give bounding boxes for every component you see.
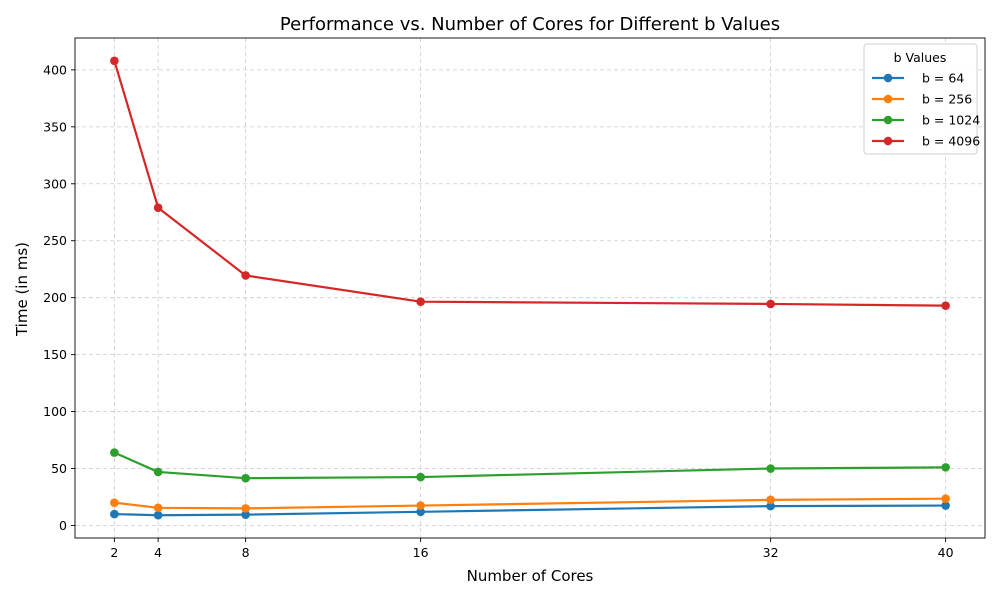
data-point	[766, 501, 775, 511]
legend-items: b = 64 b = 256 b = 1024 b = 4096	[872, 71, 980, 149]
data-point	[416, 507, 425, 517]
series-line	[113, 451, 946, 480]
y-tick-label: 250	[43, 233, 67, 248]
x-tick-label: 4	[154, 545, 162, 560]
legend-label: b = 64	[922, 71, 964, 86]
series-b-64	[110, 501, 950, 520]
x-tick-label: 8	[242, 545, 250, 560]
data-point	[766, 299, 775, 309]
data-point	[110, 448, 119, 457]
legend-item: b = 4096	[872, 134, 980, 149]
legend: b Values b = 64 b = 256 b = 1024 b = 4096	[863, 43, 980, 155]
data-point	[941, 463, 950, 472]
data-point	[241, 510, 250, 519]
data-point	[416, 472, 425, 482]
x-tick-label: 2	[110, 545, 118, 560]
data-point	[416, 297, 425, 306]
legend-box	[863, 43, 978, 155]
plot-frame	[74, 37, 986, 539]
y-tick-label: 400	[43, 62, 67, 77]
series-layer	[110, 56, 950, 520]
data-point	[153, 467, 163, 477]
data-point	[766, 495, 775, 505]
x-axis: 2 4 8 16 32 40	[110, 538, 954, 560]
data-point	[153, 510, 163, 520]
legend-marker	[883, 115, 893, 125]
legend-marker	[883, 73, 893, 83]
data-point	[416, 501, 425, 510]
y-axis-label: Time (in ms)	[13, 242, 31, 337]
y-tick-label: 150	[43, 347, 67, 362]
legend-item: b = 256	[872, 92, 972, 107]
data-point	[110, 56, 119, 66]
data-point	[153, 503, 163, 513]
grid	[75, 38, 985, 538]
y-tick-label: 50	[51, 461, 67, 476]
y-axis: 0 50 100 150 200 250 300 350 400	[43, 62, 75, 533]
series-b-1024	[110, 448, 950, 483]
series-line	[113, 60, 946, 307]
data-point	[110, 509, 119, 519]
x-axis-label: Number of Cores	[467, 567, 594, 585]
x-tick-label: 16	[413, 545, 429, 560]
data-point	[241, 473, 250, 483]
data-point	[941, 494, 950, 504]
data-point	[941, 501, 950, 510]
data-point	[241, 504, 250, 513]
data-point	[153, 203, 163, 213]
data-point	[110, 498, 119, 507]
y-tick-label: 350	[43, 119, 67, 134]
series-line	[114, 497, 946, 510]
data-point	[241, 271, 250, 280]
legend-marker	[883, 94, 893, 104]
y-tick-label: 300	[43, 176, 67, 191]
legend-item: b = 64	[872, 71, 964, 86]
legend-marker	[883, 136, 893, 146]
x-tick-label: 32	[763, 545, 779, 560]
legend-label: b = 4096	[922, 134, 980, 149]
chart-title: Performance vs. Number of Cores for Diff…	[280, 14, 780, 35]
series-line	[114, 504, 946, 517]
legend-title: b Values	[894, 50, 947, 65]
data-point	[941, 301, 950, 310]
legend-label: b = 256	[922, 92, 972, 107]
x-tick-label: 40	[938, 545, 954, 560]
y-tick-label: 0	[59, 518, 67, 533]
series-b-256	[110, 494, 950, 513]
y-tick-label: 200	[43, 290, 67, 305]
data-point	[766, 464, 775, 473]
legend-item: b = 1024	[872, 113, 980, 128]
legend-label: b = 1024	[922, 113, 980, 128]
y-tick-label: 100	[43, 404, 67, 419]
series-b-4096	[110, 56, 950, 310]
